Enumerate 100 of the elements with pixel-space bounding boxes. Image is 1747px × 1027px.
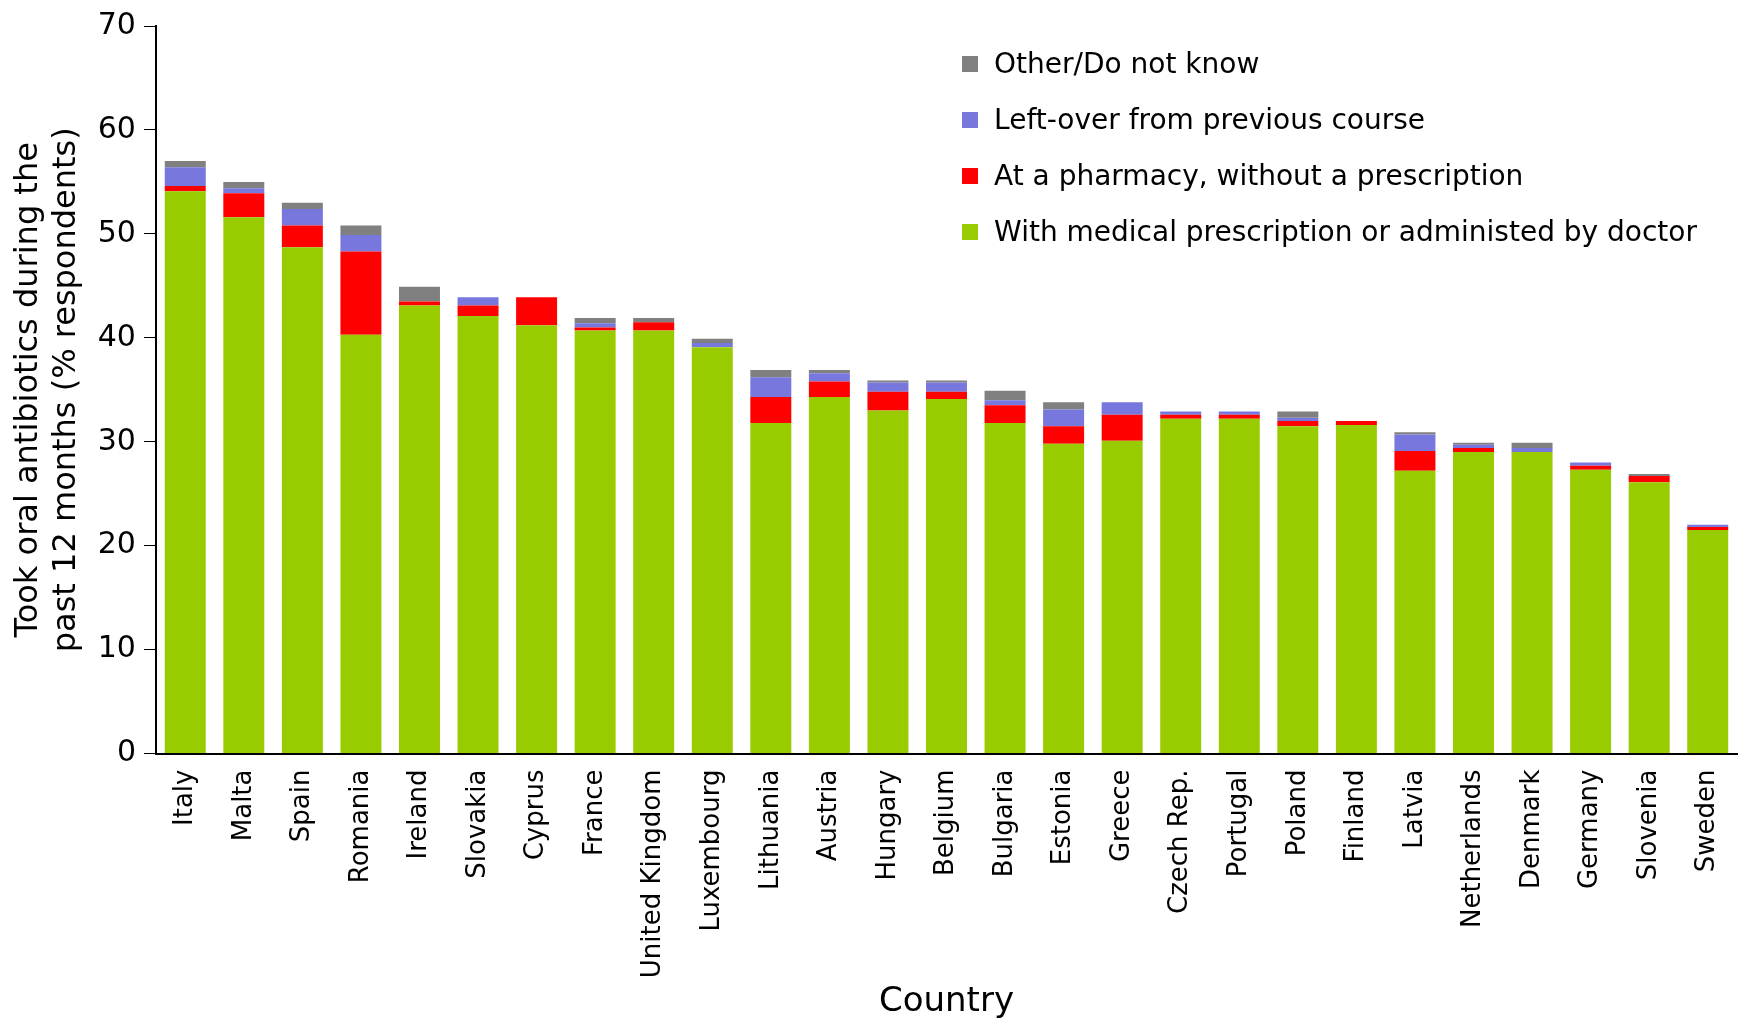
x-tick-label: Portugal [1222,769,1253,878]
x-tick-label: France [577,769,608,856]
bar [867,391,909,411]
bar [1394,451,1436,471]
bar [516,297,558,326]
x-tick-label: Austria [812,769,843,862]
bar [808,397,850,754]
x-tick-label: Lithuania [753,769,784,890]
bar [1335,420,1377,426]
bar [340,234,382,252]
x-tick-label: Finland [1339,769,1370,863]
bar [691,342,733,348]
x-tick-label: Denmark [1514,769,1545,890]
bar [340,225,382,235]
bar [1160,418,1202,754]
bar [340,334,382,754]
bar [1687,524,1729,527]
bar [457,297,499,306]
x-axis-title: Country [878,979,1015,1020]
bar [398,286,440,302]
bar [223,217,265,754]
x-tick-label: Cyprus [519,769,550,861]
x-tick-label: Slovakia [460,769,491,879]
bar [281,202,323,209]
legend-label: Left-over from previous course [994,102,1425,138]
bar [1043,402,1085,410]
bar [1218,411,1260,415]
bar [164,186,206,192]
bar [984,423,1026,754]
bar [691,338,733,343]
bar [1101,414,1143,441]
y-tick-label: 30 [97,421,136,457]
bar [984,400,1026,406]
bar [750,370,792,378]
bar [1101,440,1143,754]
x-tick-label: Luxembourg [695,769,726,932]
bar [457,305,499,316]
bar [633,318,675,323]
bar [164,161,206,168]
bar [1628,476,1670,483]
legend-label: With medical prescription or administed by doctor [994,214,1697,250]
bar [223,181,265,189]
bar [516,325,558,754]
x-tick-label: Belgium [929,769,960,877]
y-tick-label: 70 [97,5,136,41]
bar [1628,482,1670,754]
bar [1394,434,1436,452]
x-tick-label: Czech Rep. [1163,769,1194,915]
bar [633,330,675,754]
bar [867,380,909,383]
legend-label: Other/Do not know [994,46,1260,82]
bar [925,391,967,400]
y-axis-title: Took oral antibiotics during the past 12 months (% respondents) [6,127,83,653]
x-tick-label: Slovenia [1631,769,1662,881]
bar [925,382,967,392]
bar [1101,402,1143,415]
bar [691,347,733,754]
bar [1511,442,1553,448]
bar [1277,417,1319,421]
bar [281,247,323,754]
y-tick-label: 20 [97,525,136,561]
bar [457,315,499,754]
x-tick-label: Germany [1573,769,1604,890]
x-tick-label: Hungary [870,769,901,881]
bar [808,370,850,374]
y-tick-label: 0 [116,733,136,769]
x-tick-label: Malta [226,769,257,842]
bar [1160,411,1202,415]
bar [867,382,909,392]
bar [281,208,323,226]
bar [574,330,616,754]
bar [281,225,323,248]
x-tick-label: Romania [343,769,374,884]
bar [1570,469,1612,754]
bar [1394,470,1436,754]
bar [1687,530,1729,754]
bar [1628,473,1670,477]
bar [633,322,675,331]
bar [984,390,1026,401]
bar [223,188,265,194]
bar [164,191,206,754]
bar [398,301,440,306]
bar [1160,414,1202,419]
bar [1277,426,1319,754]
bar [750,397,792,424]
bar [1394,432,1436,435]
bar [1453,447,1494,453]
bar [1218,414,1260,419]
bar [1570,465,1612,470]
x-tick-label: Greece [1104,769,1135,863]
bar [867,410,909,754]
bar [223,193,265,218]
x-tick-label: Poland [1280,769,1311,857]
bar [1511,447,1553,453]
x-tick-label: Netherlands [1456,769,1487,929]
bar [574,327,616,331]
bar [164,167,206,187]
x-tick-label: Latvia [1397,769,1428,849]
bar [1218,418,1260,754]
bar [750,377,792,398]
